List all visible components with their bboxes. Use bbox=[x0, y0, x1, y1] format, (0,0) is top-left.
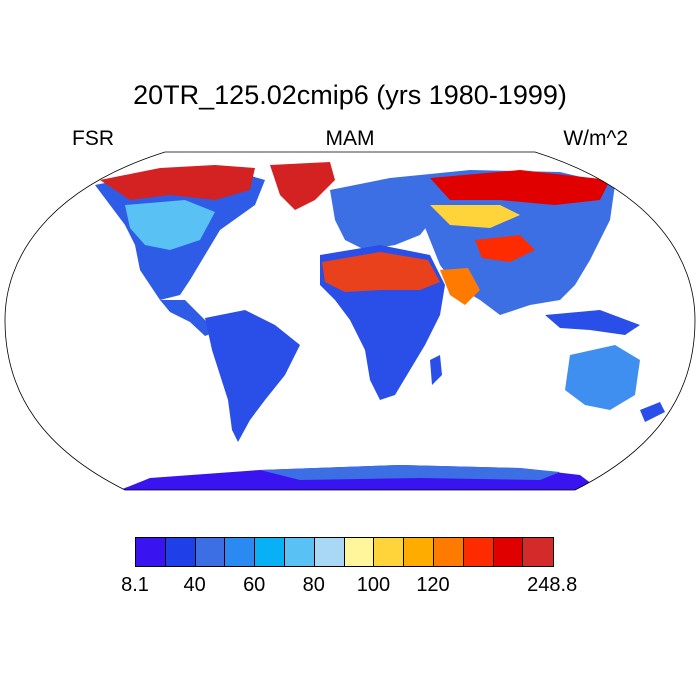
central-america bbox=[160, 300, 215, 336]
north-america-mid bbox=[125, 200, 215, 250]
colorbar-box bbox=[433, 538, 464, 566]
colorbar-box bbox=[165, 538, 196, 566]
plot-title: 20TR_125.02cmip6 (yrs 1980-1999) bbox=[133, 80, 567, 110]
colorbar-box bbox=[225, 538, 256, 566]
siberia-high bbox=[430, 170, 610, 205]
antarctica-upper bbox=[260, 465, 560, 480]
canada-arctic bbox=[100, 165, 255, 200]
colorbar-box bbox=[136, 538, 166, 566]
colorbar-tick-label: 80 bbox=[302, 574, 325, 596]
colorbar-tick-label: 120 bbox=[416, 574, 450, 596]
colorbar-tick-label: 248.8 bbox=[527, 574, 578, 596]
new-zealand bbox=[640, 402, 665, 422]
central-asia bbox=[430, 205, 520, 228]
map-content bbox=[95, 162, 665, 490]
greenland bbox=[270, 162, 335, 210]
arabia bbox=[440, 268, 480, 305]
colorbar-box bbox=[195, 538, 226, 566]
colorbar-box bbox=[314, 538, 345, 566]
sahara bbox=[322, 252, 440, 292]
map-border bbox=[4, 151, 696, 491]
colorbar-ticks: 8.1 40 60 80 100 120 248.8 bbox=[0, 574, 700, 598]
madagascar bbox=[430, 355, 442, 385]
australia bbox=[565, 345, 640, 410]
colorbar-tick-label: 60 bbox=[243, 574, 266, 596]
variable-label: FSR bbox=[72, 127, 114, 150]
colorbar bbox=[135, 537, 555, 567]
season-label: MAM bbox=[325, 127, 375, 150]
indonesia bbox=[545, 310, 640, 335]
colorbar-box bbox=[523, 538, 554, 566]
colorbar-tick-label: 40 bbox=[183, 574, 206, 596]
colorbar-box bbox=[463, 538, 494, 566]
colorbar-box bbox=[404, 538, 434, 566]
colorbar-box bbox=[344, 538, 375, 566]
units-label: W/m^2 bbox=[563, 127, 628, 150]
colorbar-box bbox=[255, 538, 285, 566]
colorbar-box bbox=[493, 538, 524, 566]
tibet-plateau bbox=[475, 235, 535, 262]
colorbar-tick-label: 8.1 bbox=[121, 574, 149, 596]
colorbar-box bbox=[284, 538, 315, 566]
colorbar-tick-label: 100 bbox=[356, 574, 391, 596]
south-america bbox=[205, 310, 300, 442]
colorbar-box bbox=[374, 538, 405, 566]
